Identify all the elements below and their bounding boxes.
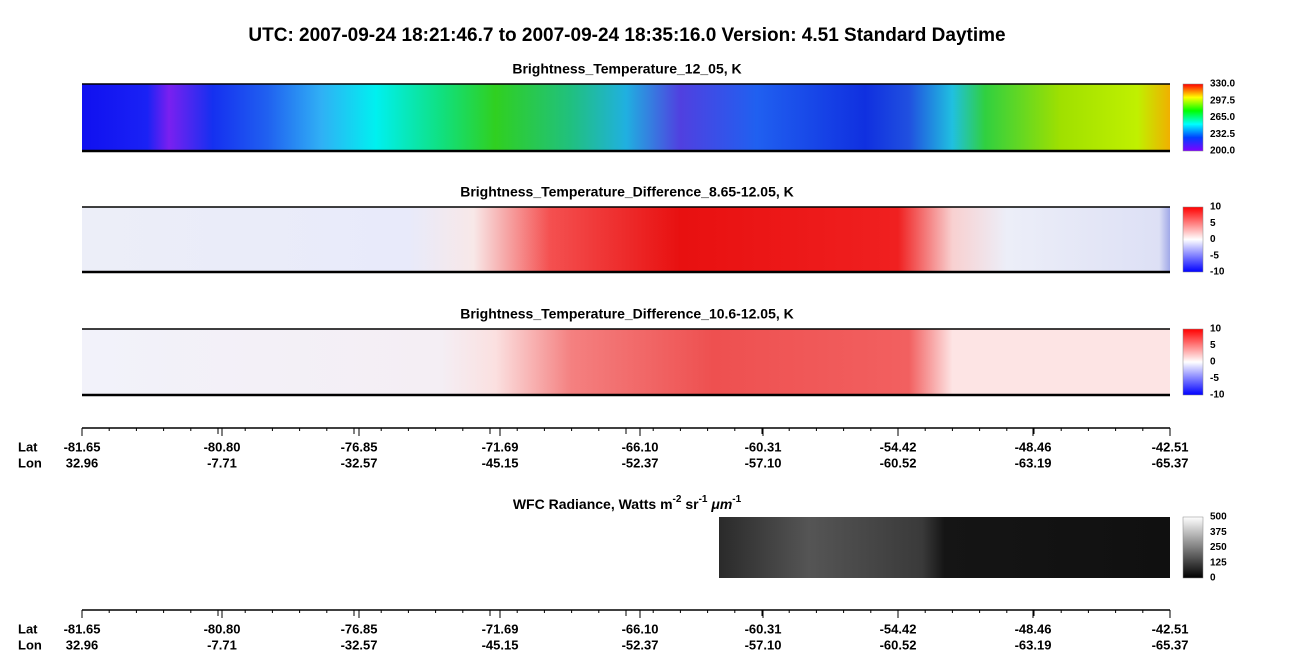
lat-value: -76.85: [341, 439, 378, 454]
lon-value: -52.37: [622, 637, 659, 652]
colorbar-label: -10: [1210, 390, 1225, 401]
lon-label: Lon: [18, 455, 42, 470]
lat-label: Lat: [18, 439, 38, 454]
lat-value: -81.65: [64, 621, 101, 636]
colorbar-label: 10: [1210, 324, 1222, 335]
page-title: UTC: 2007-09-24 18:21:46.7 to 2007-09-24…: [248, 25, 1005, 46]
lat-value: -54.42: [880, 621, 917, 636]
lat-value: -80.80: [204, 439, 241, 454]
panel-title: Brightness_Temperature_Difference_10.6-1…: [460, 306, 794, 322]
lon-value: -60.52: [880, 455, 917, 470]
lon-value: -45.15: [482, 455, 519, 470]
lat-value: -60.31: [745, 439, 782, 454]
btd-image: [82, 329, 1170, 395]
title-part: WFC Radiance, Watts m: [513, 496, 673, 512]
colorbar-label: 0: [1210, 234, 1216, 245]
colorbar-label: 500: [1210, 512, 1227, 523]
lat-value: -80.80: [204, 621, 241, 636]
colorbar-label: -5: [1210, 250, 1219, 261]
colorbar-label: 10: [1210, 202, 1222, 213]
radiance-title: WFC Radiance, Watts m-2 sr-1 μm-1: [513, 494, 742, 512]
lon-value: -65.37: [1152, 637, 1189, 652]
title-sup: -1: [699, 494, 708, 505]
lon-value: -7.71: [207, 637, 237, 652]
colorbar-label: -5: [1210, 373, 1219, 384]
lon-value: -7.71: [207, 455, 237, 470]
lat-value: -66.10: [622, 621, 659, 636]
lon-value: 32.96: [66, 637, 99, 652]
colorbar-label: 5: [1210, 340, 1216, 351]
title-part: μm: [707, 496, 732, 512]
colorbar-label: 232.5: [1210, 129, 1235, 140]
lat-value: -81.65: [64, 439, 101, 454]
lon-value: -45.15: [482, 637, 519, 652]
colorbar-label: -10: [1210, 267, 1225, 278]
lat-value: -71.69: [482, 439, 519, 454]
lat-label: Lat: [18, 621, 38, 636]
title-sup: -1: [732, 494, 741, 505]
colorbar-label: 250: [1210, 542, 1227, 553]
colorbar-label: 0: [1210, 357, 1216, 368]
colorbar: [1182, 83, 1204, 152]
colorbar-label: 265.0: [1210, 112, 1235, 123]
colorbar: [1182, 206, 1204, 273]
lat-value: -42.51: [1152, 439, 1189, 454]
colorbar: [1182, 516, 1204, 579]
lat-value: -48.46: [1015, 439, 1052, 454]
lon-label: Lon: [18, 637, 42, 652]
lat-value: -66.10: [622, 439, 659, 454]
lon-value: -57.10: [745, 637, 782, 652]
lon-value: -63.19: [1015, 455, 1052, 470]
radiance-image: [719, 517, 1170, 578]
lat-value: -48.46: [1015, 621, 1052, 636]
colorbar-label: 330.0: [1210, 79, 1235, 90]
colorbar-label: 200.0: [1210, 146, 1235, 157]
lon-value: -52.37: [622, 455, 659, 470]
colorbar-label: 0: [1210, 573, 1216, 584]
colorbar-label: 5: [1210, 218, 1216, 229]
lat-value: -76.85: [341, 621, 378, 636]
lon-value: -65.37: [1152, 455, 1189, 470]
lon-value: -60.52: [880, 637, 917, 652]
panel-title: Brightness_Temperature_12_05, K: [512, 61, 741, 77]
lat-value: -54.42: [880, 439, 917, 454]
btd-image: [82, 207, 1170, 272]
lat-value: -71.69: [482, 621, 519, 636]
lat-value: -42.51: [1152, 621, 1189, 636]
panel-title: Brightness_Temperature_Difference_8.65-1…: [460, 184, 794, 200]
colorbar: [1182, 328, 1204, 396]
colorbar-label: 125: [1210, 557, 1227, 568]
lon-value: -32.57: [341, 455, 378, 470]
colorbar-label: 375: [1210, 527, 1227, 538]
title-part: sr: [681, 496, 699, 512]
lon-value: -57.10: [745, 455, 782, 470]
lon-value: -63.19: [1015, 637, 1052, 652]
lat-value: -60.31: [745, 621, 782, 636]
lon-value: 32.96: [66, 455, 99, 470]
colorbar-label: 297.5: [1210, 95, 1235, 106]
bt-image: [82, 84, 1170, 151]
lon-value: -32.57: [341, 637, 378, 652]
title-sup: -2: [673, 494, 682, 505]
